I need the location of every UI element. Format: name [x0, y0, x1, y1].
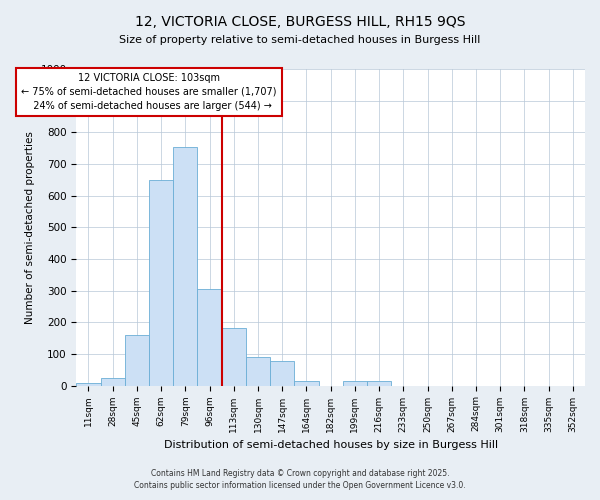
Bar	[246, 357, 270, 386]
Text: 12 VICTORIA CLOSE: 103sqm
← 75% of semi-detached houses are smaller (1,707)
  24: 12 VICTORIA CLOSE: 103sqm ← 75% of semi-…	[21, 73, 277, 111]
Bar	[76, 384, 101, 386]
Bar	[367, 382, 391, 386]
Bar	[343, 382, 367, 386]
Bar	[125, 335, 149, 386]
Bar	[101, 378, 125, 386]
Bar	[221, 328, 246, 386]
Bar	[173, 146, 197, 386]
Bar	[197, 289, 221, 386]
Y-axis label: Number of semi-detached properties: Number of semi-detached properties	[25, 131, 35, 324]
X-axis label: Distribution of semi-detached houses by size in Burgess Hill: Distribution of semi-detached houses by …	[164, 440, 498, 450]
Text: Contains HM Land Registry data © Crown copyright and database right 2025.
Contai: Contains HM Land Registry data © Crown c…	[134, 468, 466, 490]
Text: Size of property relative to semi-detached houses in Burgess Hill: Size of property relative to semi-detach…	[119, 35, 481, 45]
Bar	[270, 361, 295, 386]
Bar	[149, 180, 173, 386]
Bar	[295, 381, 319, 386]
Text: 12, VICTORIA CLOSE, BURGESS HILL, RH15 9QS: 12, VICTORIA CLOSE, BURGESS HILL, RH15 9…	[135, 15, 465, 29]
